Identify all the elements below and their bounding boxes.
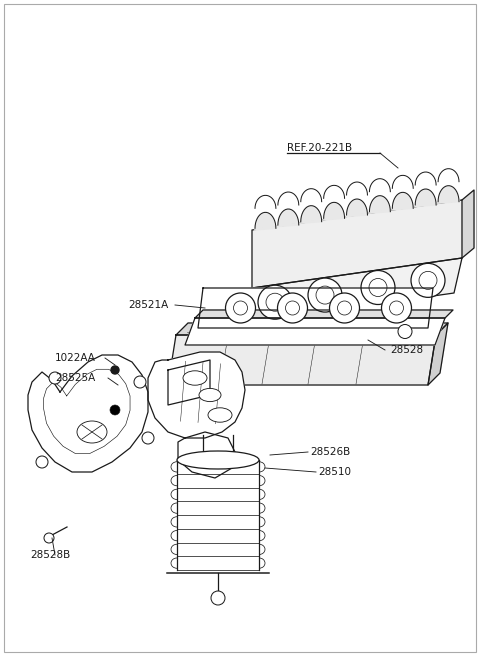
Polygon shape [346, 182, 369, 195]
Circle shape [49, 372, 61, 384]
Text: 28510: 28510 [318, 467, 351, 477]
Circle shape [398, 325, 412, 338]
Polygon shape [369, 195, 391, 213]
Polygon shape [168, 335, 436, 385]
Polygon shape [177, 460, 259, 570]
Polygon shape [195, 310, 453, 318]
Polygon shape [323, 186, 346, 198]
Text: 28525A: 28525A [55, 373, 95, 383]
Circle shape [308, 278, 342, 312]
Polygon shape [277, 209, 300, 227]
Polygon shape [414, 189, 437, 207]
Circle shape [110, 405, 120, 415]
Polygon shape [323, 203, 346, 220]
Ellipse shape [177, 451, 259, 469]
Text: 28528: 28528 [390, 345, 423, 355]
Polygon shape [369, 178, 391, 192]
Polygon shape [346, 199, 369, 216]
Circle shape [382, 293, 411, 323]
Text: REF.20-221B: REF.20-221B [287, 143, 352, 153]
Circle shape [44, 533, 54, 543]
Polygon shape [254, 195, 277, 209]
Circle shape [211, 591, 225, 605]
Polygon shape [176, 323, 448, 335]
Circle shape [329, 293, 360, 323]
Polygon shape [185, 318, 445, 345]
Circle shape [258, 285, 292, 319]
Text: 1022AA: 1022AA [55, 353, 96, 363]
Circle shape [411, 263, 445, 297]
Polygon shape [28, 355, 148, 472]
Polygon shape [391, 192, 414, 210]
Text: 28521A: 28521A [128, 300, 168, 310]
Circle shape [226, 293, 255, 323]
Polygon shape [148, 352, 245, 438]
Polygon shape [300, 189, 323, 201]
Ellipse shape [183, 371, 207, 385]
Polygon shape [277, 192, 300, 205]
Ellipse shape [208, 408, 232, 422]
Circle shape [361, 270, 395, 304]
Polygon shape [252, 200, 462, 288]
Circle shape [134, 376, 146, 388]
Polygon shape [178, 432, 235, 478]
Polygon shape [437, 169, 460, 182]
Polygon shape [254, 213, 277, 230]
Text: 28528B: 28528B [30, 550, 70, 560]
Circle shape [142, 432, 154, 444]
Polygon shape [414, 172, 437, 185]
Circle shape [277, 293, 308, 323]
Ellipse shape [199, 388, 221, 401]
Polygon shape [198, 288, 433, 328]
Polygon shape [391, 175, 414, 188]
Circle shape [111, 366, 119, 374]
Polygon shape [428, 323, 448, 385]
Polygon shape [462, 190, 474, 258]
Polygon shape [437, 186, 460, 203]
Polygon shape [168, 360, 210, 405]
Text: 28526B: 28526B [310, 447, 350, 457]
Circle shape [36, 456, 48, 468]
Polygon shape [244, 258, 462, 323]
Polygon shape [300, 206, 323, 223]
